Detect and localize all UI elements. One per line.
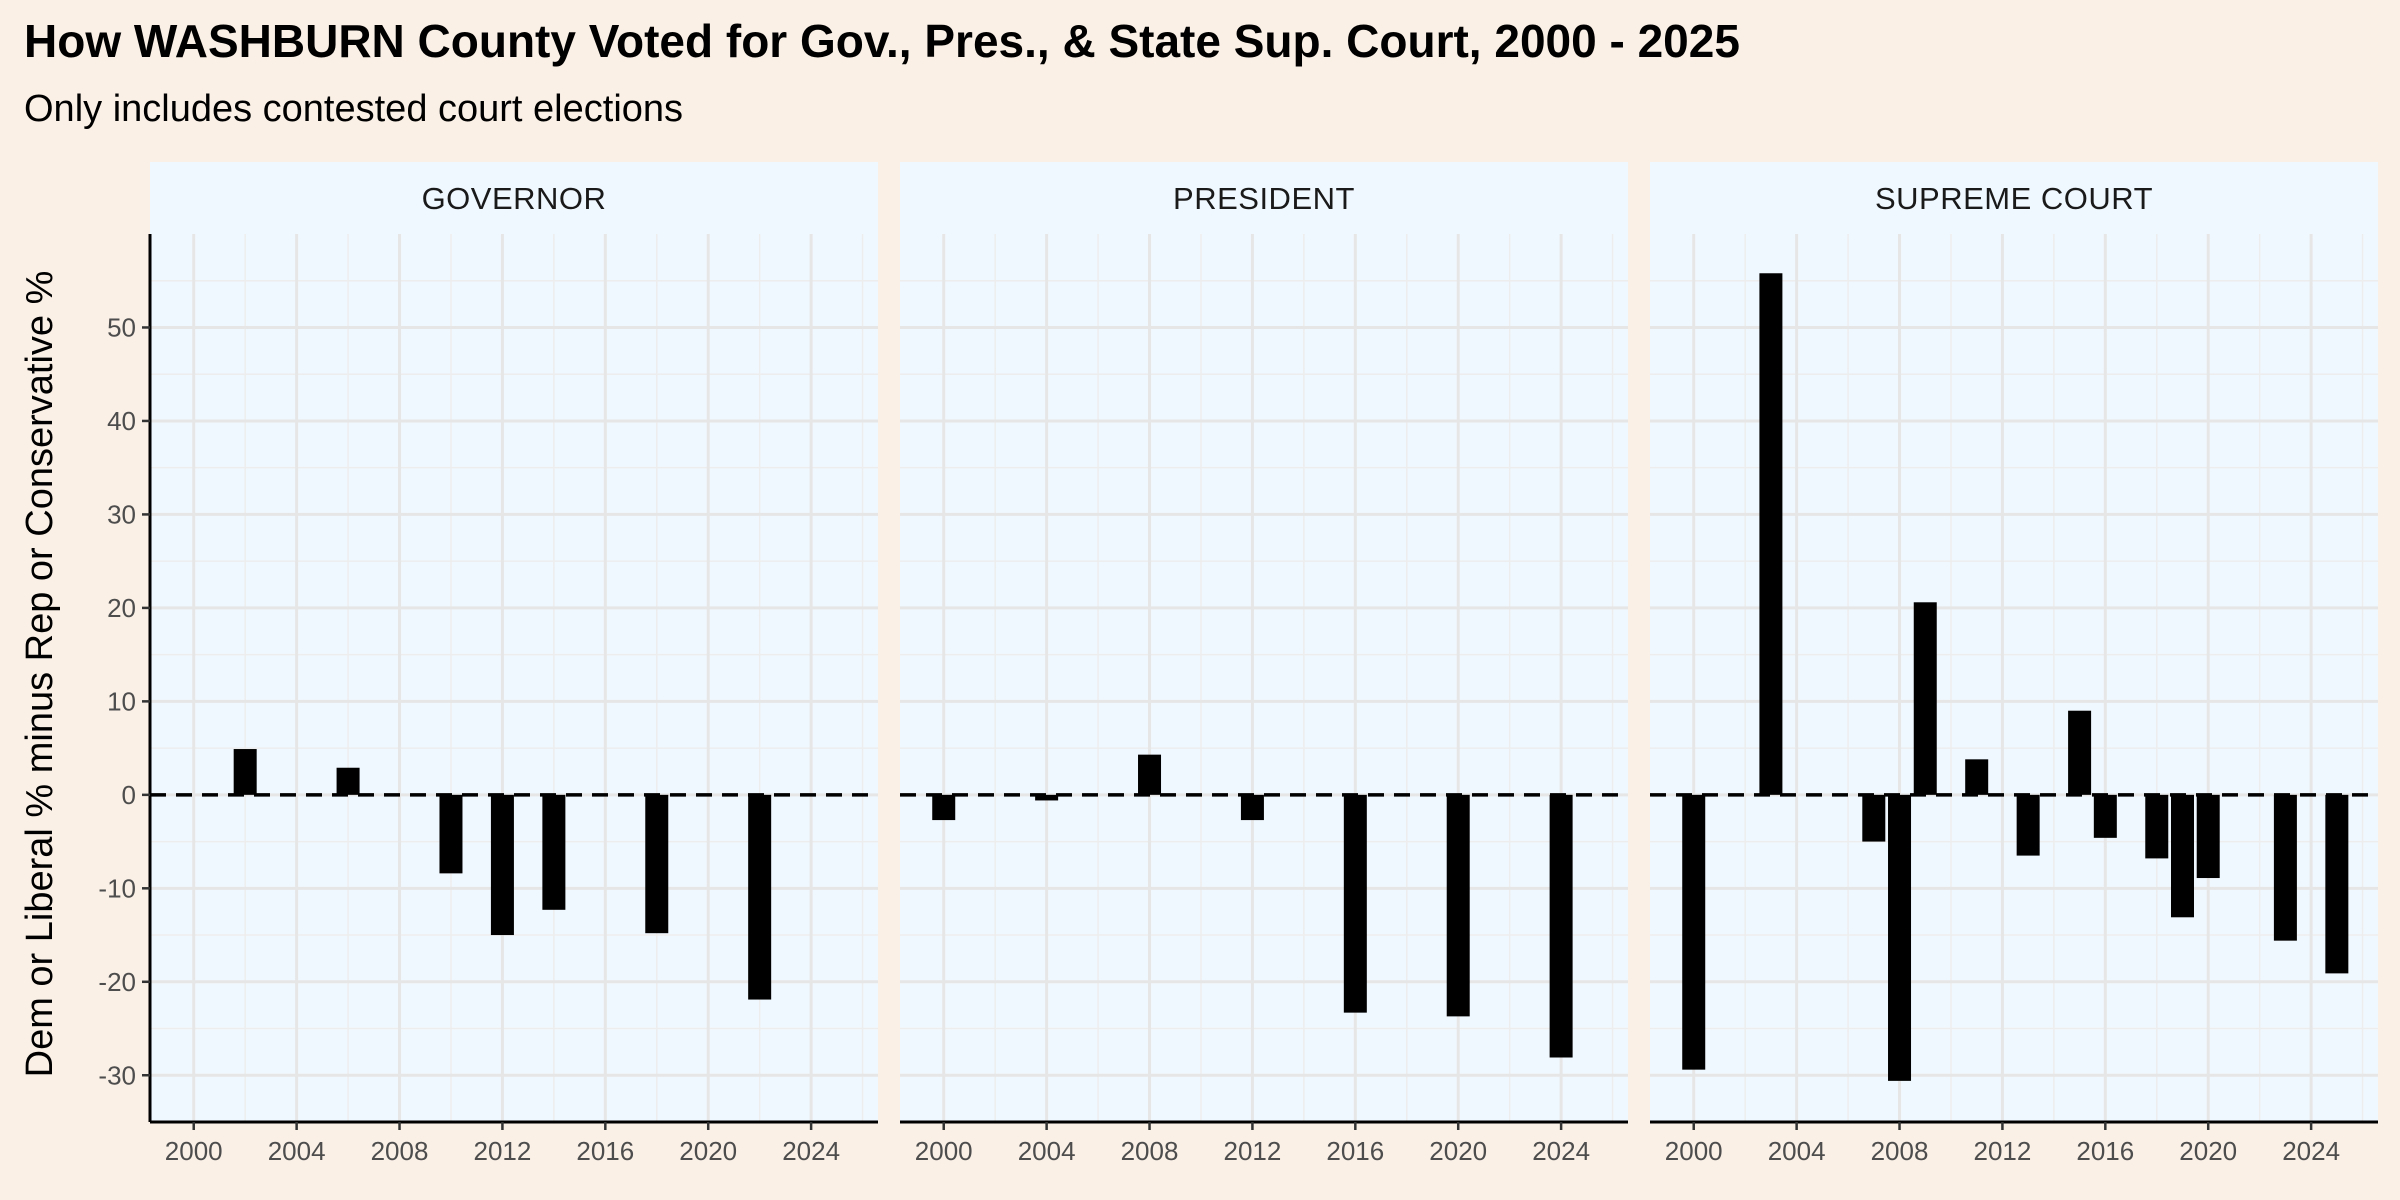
y-tick-label: 50 [107,312,136,342]
bar [542,794,566,910]
panel-background [1650,234,2378,1122]
bar [2196,794,2220,879]
bar [748,794,772,1000]
x-tick-label: 2008 [371,1136,429,1166]
x-tick-label: 2012 [1224,1136,1282,1166]
bar [2016,794,2040,856]
y-tick-label: 20 [107,593,136,623]
y-tick-label: 10 [107,686,136,716]
x-tick-label: 2000 [165,1136,223,1166]
x-tick-label: 2024 [782,1136,840,1166]
facet-label: SUPREME COURT [1875,181,2153,216]
bar [439,794,463,874]
facet-strip [150,162,878,234]
y-tick-label: -30 [98,1060,136,1090]
facet-label: GOVERNOR [422,181,607,216]
bar [2273,794,2297,941]
bar [1888,794,1912,1081]
bar [2145,794,2169,859]
x-tick-label: 2020 [679,1136,737,1166]
y-tick-label: -10 [98,873,136,903]
x-tick-label: 2016 [1326,1136,1384,1166]
bar [1138,754,1162,795]
bar [1446,794,1470,1017]
x-tick-label: 2000 [1665,1136,1723,1166]
y-tick-label: -20 [98,967,136,997]
bar [1035,794,1059,801]
x-tick-label: 2020 [2179,1136,2237,1166]
x-tick-label: 2016 [2076,1136,2134,1166]
x-tick-label: 2004 [1018,1136,1076,1166]
panel-supreme-court: SUPREME COURT 2000 2004 2008 2012 2016 2020 202… [1650,162,2378,1166]
x-tick-label: 2016 [576,1136,634,1166]
x-tick-label: 2020 [1429,1136,1487,1166]
bar [1240,794,1264,821]
bar [932,794,956,821]
y-axis-title: Dem or Liberal % minus Rep or Conservati… [19,271,61,1078]
bar [1965,759,1989,795]
x-tick-label: 2000 [915,1136,973,1166]
x-tick-label: 2024 [1532,1136,1590,1166]
bar [1913,602,1937,795]
y-tick-label: 0 [122,780,136,810]
bar [233,749,257,795]
bar [490,794,514,936]
bar [2068,710,2092,795]
bar [1682,794,1706,1070]
x-tick-label: 2004 [268,1136,326,1166]
bar [1549,794,1573,1058]
bar [2170,794,2194,918]
bar [1343,794,1367,1013]
panel-background [900,234,1628,1122]
chart-subtitle: Only includes contested court elections [24,88,684,130]
facet-label: PRESIDENT [1173,181,1355,216]
panel-president: PRESIDENT 2000 2004 2008 2012 2016 2020 2024 [900,162,1628,1166]
bar [336,767,360,795]
chart-title: How WASHBURN County Voted for Gov., Pres… [24,15,1740,67]
bar [2325,794,2349,974]
x-tick-label: 2004 [1768,1136,1826,1166]
y-tick-label: 40 [107,406,136,436]
bar [1862,794,1886,842]
bar [645,794,669,934]
y-tick-label: 30 [107,499,136,529]
facet-strip [1650,162,2378,234]
x-tick-label: 2008 [1871,1136,1929,1166]
bar [1759,273,1783,795]
facet-strip [900,162,1628,234]
bar [2093,794,2117,838]
x-tick-label: 2012 [1974,1136,2032,1166]
panel-governor: GOVERNOR 2000 2004 2008 2012 2016 2020 2024 -30 -… [98,162,878,1166]
x-tick-label: 2008 [1121,1136,1179,1166]
x-tick-label: 2024 [2282,1136,2340,1166]
x-tick-label: 2012 [474,1136,532,1166]
